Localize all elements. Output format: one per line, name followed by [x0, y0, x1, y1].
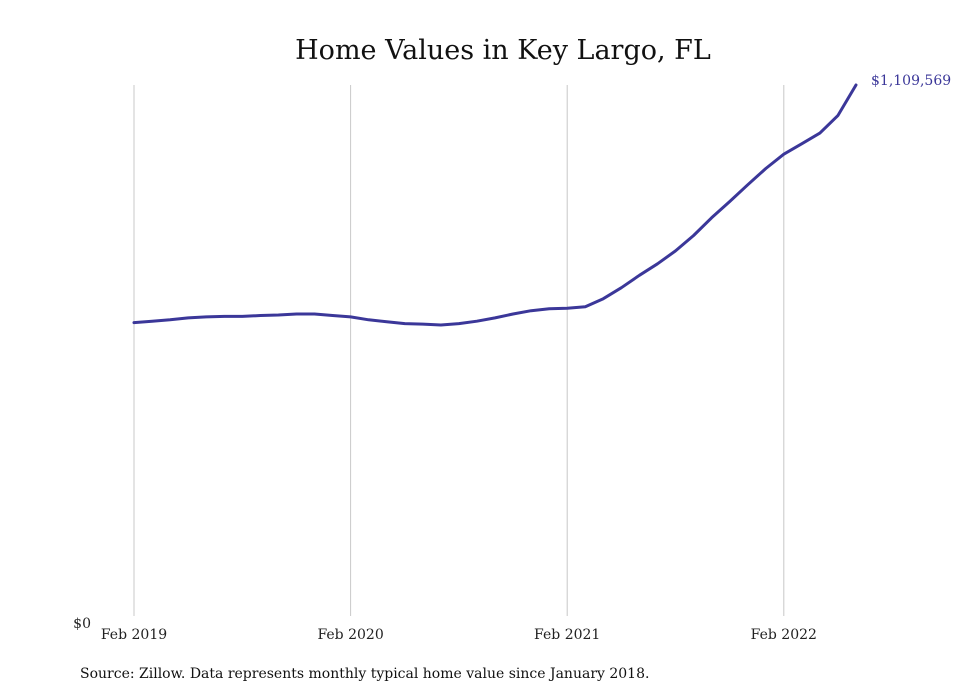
source-note: Source: Zillow. Data represents monthly …: [80, 666, 650, 682]
chart-title: Home Values in Key Largo, FL: [295, 35, 711, 66]
x-tick-label-0: Feb 2019: [101, 627, 167, 643]
x-tick-label-2: Feb 2021: [534, 627, 600, 643]
y-tick-label-0: $0: [73, 616, 91, 632]
x-tick-label-3: Feb 2022: [751, 627, 817, 643]
x-tick-label-1: Feb 2020: [317, 627, 383, 643]
series-line: [132, 83, 858, 327]
grid-lines: [133, 85, 785, 616]
end-value-label: $1,109,569: [871, 73, 951, 89]
series-layer: [132, 83, 858, 327]
axis-labels: Feb 2019 Feb 2020 Feb 2021 Feb 2022 $0 $1,109…: [73, 73, 951, 643]
